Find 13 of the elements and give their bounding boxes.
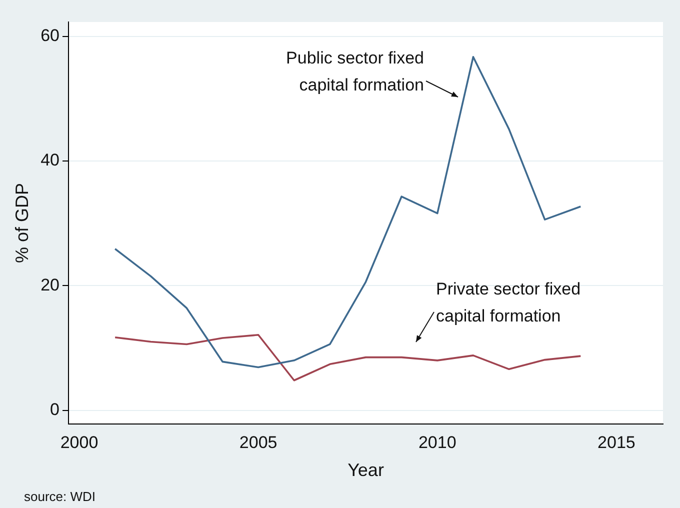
x-tick-label: 2010 xyxy=(418,432,456,452)
y-tick-label: 40 xyxy=(40,150,60,170)
x-tick-label: 2015 xyxy=(598,432,636,452)
y-tick-label: 0 xyxy=(50,400,60,419)
annotation: Public sector fixed capital formation xyxy=(286,48,424,95)
x-axis-title: Year xyxy=(348,460,384,480)
x-tick-label: 2000 xyxy=(60,432,98,452)
y-axis-title: % of GDP xyxy=(12,182,32,264)
y-tick-label: 20 xyxy=(40,275,60,294)
source-note: source: WDI xyxy=(24,489,96,504)
x-tick-label: 2005 xyxy=(239,432,278,452)
annotation: Private sector fixed capital formation xyxy=(436,280,581,326)
y-tick-label: 60 xyxy=(40,26,60,46)
